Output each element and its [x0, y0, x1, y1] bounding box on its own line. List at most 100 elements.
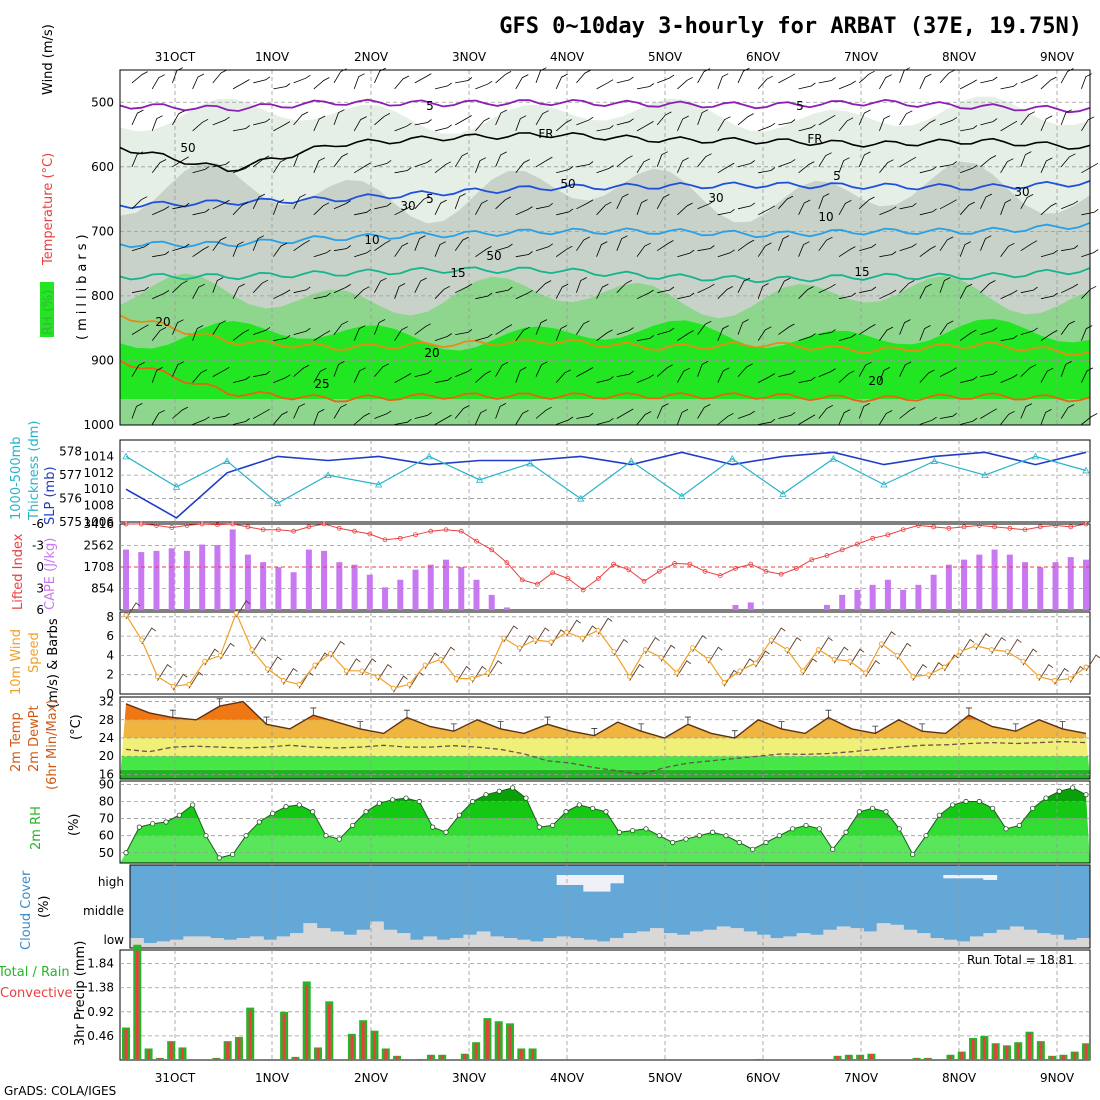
date-label-bottom: 2NOV: [354, 1071, 389, 1085]
wind10-barb: [282, 667, 298, 685]
wind-barb: [636, 121, 654, 132]
wind-barb: [879, 74, 892, 90]
wind-barb: [434, 414, 452, 425]
wind-barb: [353, 116, 367, 132]
cloud-low: [610, 938, 624, 948]
cloud-low: [756, 934, 771, 948]
wind10-point: [532, 637, 538, 643]
li-point: [275, 527, 281, 533]
wind-barb: [293, 151, 305, 167]
wind-barb: [293, 364, 310, 377]
wind10-point: [627, 674, 633, 680]
li-point: [336, 525, 342, 531]
li-point: [367, 531, 373, 537]
wind-barb: [434, 376, 452, 383]
temp2m-labels: 2m Temp 2m DewPt (6hr Min/Max) (°C): [9, 700, 84, 790]
wind-barb: [1040, 367, 1054, 383]
wind-barb: [414, 235, 426, 251]
wind-barb: [151, 74, 165, 90]
wind-barb: [1020, 327, 1038, 335]
wind-barb: [859, 286, 877, 294]
cape-bar: [351, 564, 358, 610]
y-tick-label: 6: [106, 629, 114, 643]
wind-barb: [535, 67, 547, 84]
y-tick-label: 800: [91, 289, 114, 303]
li-point: [474, 538, 479, 544]
y-tick-label: 0.92: [87, 1005, 114, 1019]
li-point: [672, 561, 677, 566]
wind10-label-a: 10m Wind: [9, 629, 24, 695]
cloud-low: [890, 924, 904, 948]
wind-barb: [232, 283, 245, 299]
date-label-bottom: 8NOV: [942, 1071, 977, 1085]
cloud-high: [970, 875, 984, 879]
contour-label: FR: [807, 132, 822, 146]
wind-barb: [737, 363, 753, 377]
wind-barb: [677, 292, 695, 300]
wind-barb: [899, 280, 915, 293]
wind10-point: [989, 647, 995, 653]
date-axis-bottom: 31OCT 1NOV 2NOV 3NOV 4NOV 5NOV 6NOV 7NOV 8NOV 9NO…: [155, 1071, 1075, 1085]
wind-barb: [959, 329, 977, 341]
rh-point: [176, 812, 182, 818]
cape-bar: [123, 549, 129, 610]
wind-barb: [273, 289, 291, 300]
slp-label: SLP (mb): [43, 466, 58, 525]
thickness-point: [981, 471, 989, 479]
wind10-barb: [172, 673, 188, 691]
wind-barb: [333, 200, 351, 210]
wind10-barb: [644, 636, 660, 654]
cloud-low: [1063, 939, 1078, 948]
cloud-low: [250, 936, 264, 948]
wind10m-panel: 8 6 4 2 0: [106, 600, 1100, 701]
wind-barb: [616, 280, 632, 293]
wind-barb: [434, 82, 452, 90]
wind-barb: [556, 416, 574, 425]
wind-barb: [434, 241, 446, 257]
wind-barb: [737, 113, 754, 126]
cloud-low: [903, 929, 918, 948]
slp-left-tick: 578: [59, 445, 82, 459]
wind-barb: [535, 361, 548, 377]
temp-band: [120, 756, 1090, 770]
y-tick-label: 20: [99, 749, 114, 763]
thick2-label: Thickness (dm): [27, 421, 42, 521]
wind-barb: [212, 236, 227, 251]
wind-barb: [656, 151, 668, 167]
cape-bar: [1067, 557, 1074, 610]
thickness-point: [1082, 466, 1090, 474]
wind-barb: [980, 327, 998, 335]
wind10-barb: [975, 633, 991, 651]
precip-conv-bar: [1050, 1056, 1054, 1060]
contour-label: 20: [868, 374, 883, 388]
wind-barb: [778, 73, 796, 84]
wind-barb: [253, 408, 270, 419]
cloud-low: [383, 929, 398, 948]
wind10-point: [878, 641, 884, 647]
cloud-low: [330, 931, 344, 948]
y-tick-label: 700: [91, 224, 114, 238]
wind-barb: [758, 167, 776, 174]
wind-barb: [596, 165, 614, 174]
wind-barb: [959, 283, 973, 299]
li-point: [199, 521, 205, 527]
wind-barb: [313, 330, 331, 341]
temp-minmax: [825, 709, 832, 718]
rh-point: [483, 792, 489, 798]
cloud-high: [983, 875, 998, 880]
wind10-barb: [1006, 638, 1022, 656]
wind-barb: [515, 367, 527, 383]
rh-point: [403, 795, 409, 801]
li-point: [123, 521, 129, 527]
precip-conv-bar: [214, 1058, 218, 1060]
wind-barb: [555, 119, 572, 132]
wind-barb: [454, 193, 466, 209]
precip-label-c: 3hr Precip (mm): [73, 941, 88, 1046]
wind-barb: [293, 111, 309, 126]
li-point: [870, 535, 876, 541]
wind-barb: [636, 83, 654, 90]
cape-bar: [488, 594, 495, 610]
wind-barb: [879, 326, 894, 341]
date-label-bottom: 7NOV: [844, 1071, 879, 1085]
wind-barb: [495, 71, 512, 84]
